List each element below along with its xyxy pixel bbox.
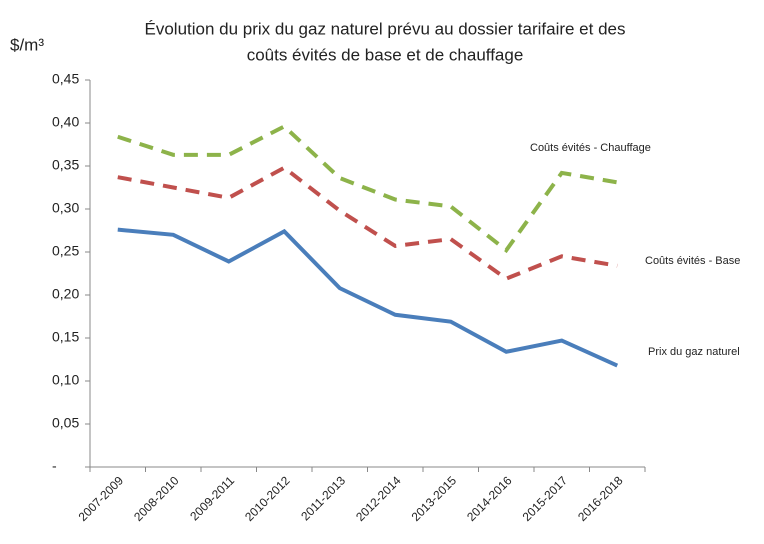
y-tick-label: 0,15 xyxy=(52,329,79,345)
x-tick-label: 2015-2017 xyxy=(520,473,571,524)
chart-title: coûts évités de base et de chauffage xyxy=(247,45,524,64)
y-tick-label: - xyxy=(52,458,57,474)
y-tick-label: 0,35 xyxy=(52,157,79,173)
x-tick-label: 2008-2010 xyxy=(131,473,182,524)
y-tick-label: 0,30 xyxy=(52,200,79,216)
line-series xyxy=(117,227,619,368)
line-series xyxy=(117,124,618,254)
y-tick-label: 0,10 xyxy=(52,372,79,388)
series-label: Prix du gaz naturel xyxy=(648,346,740,358)
x-tick-label: 2012-2014 xyxy=(353,473,404,524)
x-tick-label: 2007-2009 xyxy=(76,473,127,524)
x-tick-label: 2014-2016 xyxy=(464,473,515,524)
y-tick-label: 0,40 xyxy=(52,114,79,130)
line-series xyxy=(117,165,618,281)
x-tick-label: 2016-2018 xyxy=(575,473,626,524)
series-label: Coûts évités - Base xyxy=(645,255,740,267)
x-tick-label: 2010-2012 xyxy=(242,473,293,524)
y-tick-label: 0,05 xyxy=(52,415,79,431)
y-tick-label: 0,45 xyxy=(52,71,79,87)
y-tick-label: 0,20 xyxy=(52,286,79,302)
x-tick-label: 2011-2013 xyxy=(298,473,348,523)
y-axis-label: $/m³ xyxy=(10,35,44,54)
chart-title: Évolution du prix du gaz naturel prévu a… xyxy=(145,19,626,38)
x-tick-label: 2013-2015 xyxy=(409,473,460,524)
series-label: Coûts évités - Chauffage xyxy=(530,142,651,154)
y-tick-label: 0,25 xyxy=(52,243,79,259)
x-tick-label: 2009-2011 xyxy=(187,473,237,523)
